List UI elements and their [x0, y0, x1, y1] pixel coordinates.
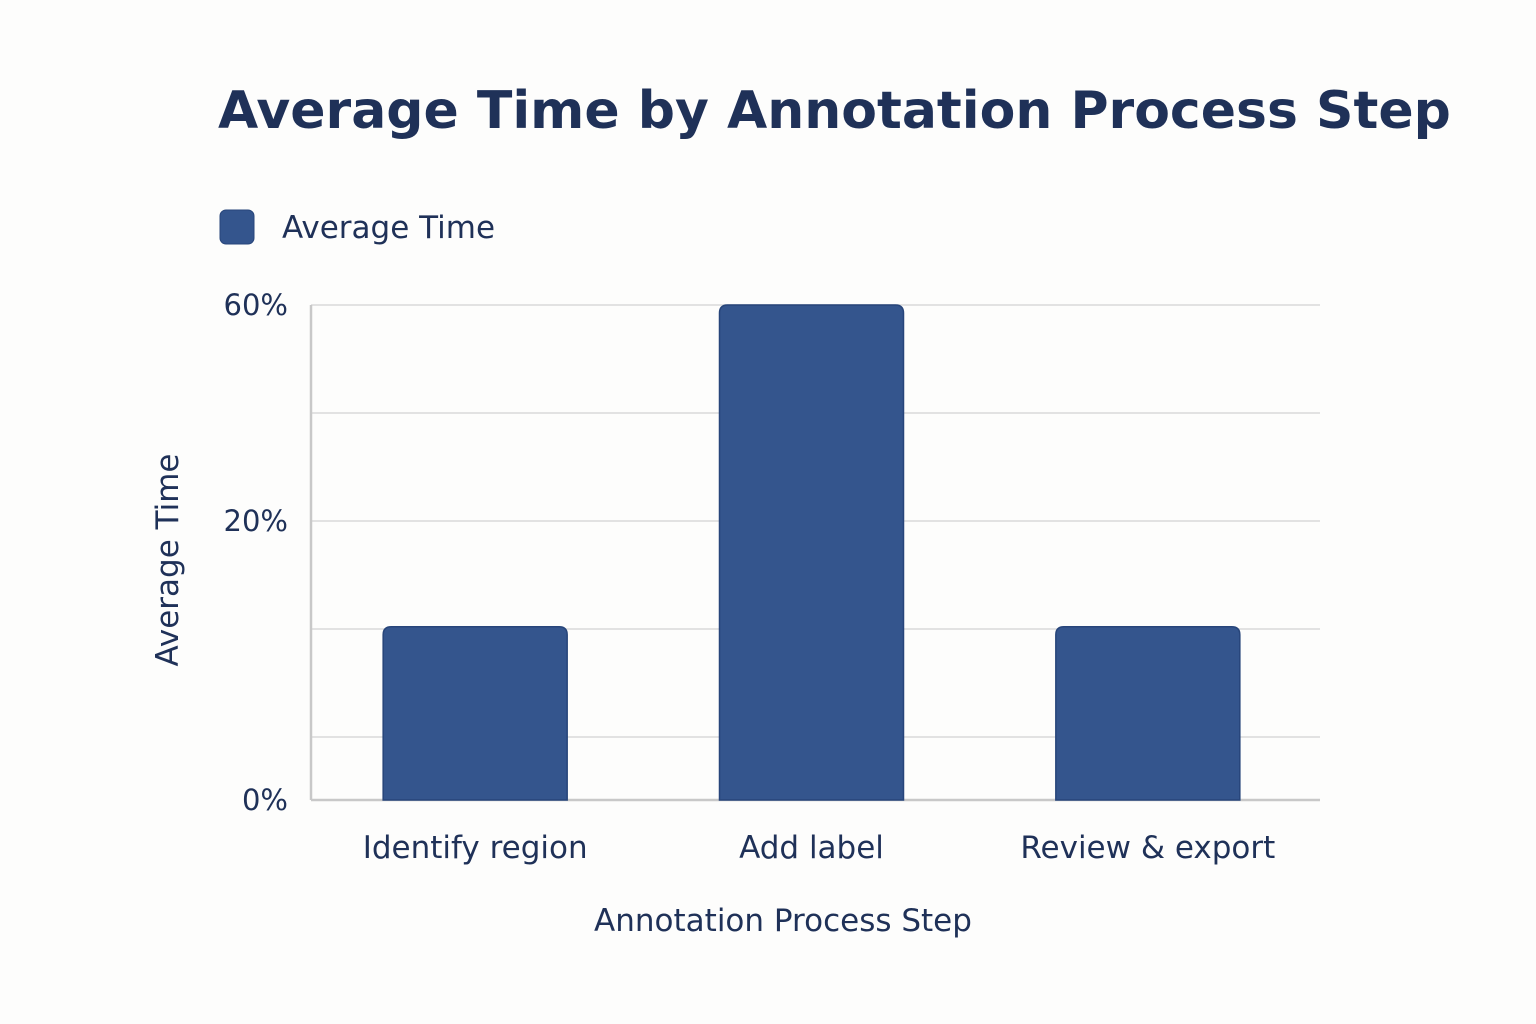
- y-tick-label: 0%: [242, 783, 288, 817]
- x-axis-title: Annotation Process Step: [594, 903, 972, 939]
- legend-swatch: [219, 209, 255, 245]
- x-tick-label: Add label: [739, 830, 884, 866]
- legend-label: Average Time: [282, 210, 495, 246]
- bar: [382, 626, 568, 801]
- x-tick-labels: Identify region Add label Review & export: [363, 830, 1276, 866]
- bars: [382, 304, 1241, 801]
- y-tick-label: 20%: [224, 504, 288, 538]
- chart-title: Average Time by Annotation Process Step: [218, 81, 1451, 141]
- x-tick-label: Identify region: [363, 830, 588, 866]
- bar: [718, 304, 905, 801]
- y-axis-title: Average Time: [150, 453, 186, 666]
- y-tick-label: 60%: [224, 288, 288, 322]
- bar: [1055, 626, 1241, 801]
- legend: Average Time: [219, 209, 495, 246]
- x-tick-label: Review & export: [1020, 830, 1275, 866]
- y-tick-labels: 0% 20% 60%: [224, 288, 288, 817]
